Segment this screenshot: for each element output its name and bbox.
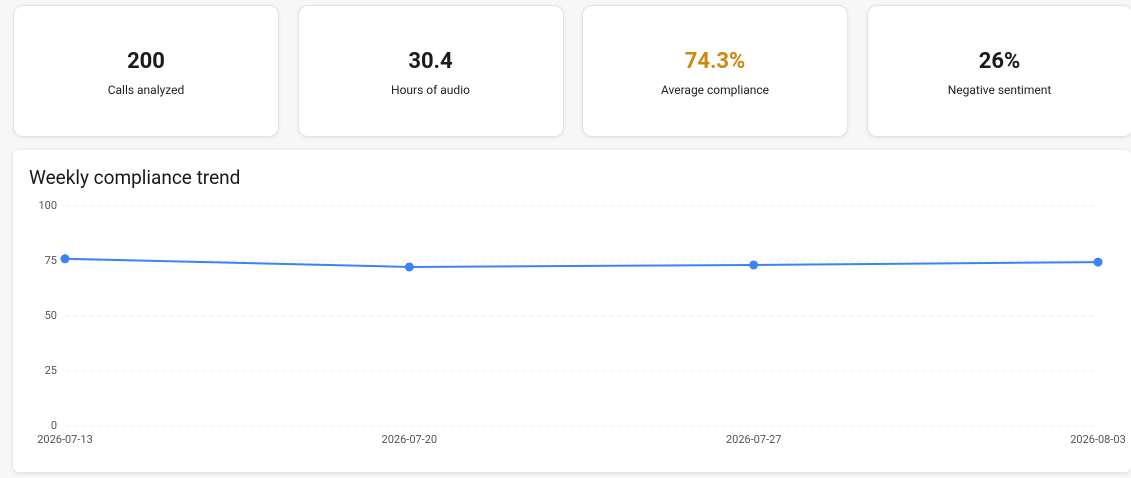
y-tick-label: 50 bbox=[45, 309, 57, 322]
data-point bbox=[404, 262, 414, 272]
kpi-card: 200 Calls analyzed bbox=[13, 5, 279, 137]
kpi-label: Negative sentiment bbox=[947, 83, 1052, 97]
series-line bbox=[64, 257, 1099, 268]
kpi-label: Average compliance bbox=[660, 83, 770, 97]
chart-panel: Weekly compliance trend 0 25 50 75 100 2026-0… bbox=[13, 150, 1131, 472]
kpi-label: Hours of audio bbox=[391, 83, 470, 97]
data-point bbox=[1093, 257, 1103, 267]
data-point bbox=[749, 260, 759, 270]
x-tick-label: 2026-07-27 bbox=[726, 433, 782, 446]
kpi-value: 74.3% bbox=[684, 49, 746, 74]
kpi-card: 30.4 Hours of audio bbox=[297, 5, 564, 137]
kpi-value: 26% bbox=[978, 49, 1021, 74]
x-tick-label: 2026-08-03 bbox=[1070, 433, 1126, 446]
kpi-card: 26% Negative sentiment bbox=[866, 5, 1131, 137]
chart-title: Weekly compliance trend bbox=[29, 166, 240, 189]
y-tick-label: 100 bbox=[38, 199, 57, 212]
kpi-value: 200 bbox=[127, 49, 165, 74]
kpi-label: Calls analyzed bbox=[107, 83, 185, 97]
x-tick-label: 2026-07-13 bbox=[37, 433, 93, 446]
kpi-value: 30.4 bbox=[408, 49, 453, 74]
data-point bbox=[60, 254, 70, 264]
chart: Weekly compliance trend 0 25 50 75 100 2026-0… bbox=[29, 166, 1126, 446]
y-tick-label: 0 bbox=[51, 419, 57, 432]
y-tick-label: 75 bbox=[45, 254, 57, 267]
x-tick-label: 2026-07-20 bbox=[382, 433, 438, 446]
y-tick-label: 25 bbox=[45, 364, 57, 377]
kpi-card: 74.3% Average compliance bbox=[582, 5, 848, 137]
